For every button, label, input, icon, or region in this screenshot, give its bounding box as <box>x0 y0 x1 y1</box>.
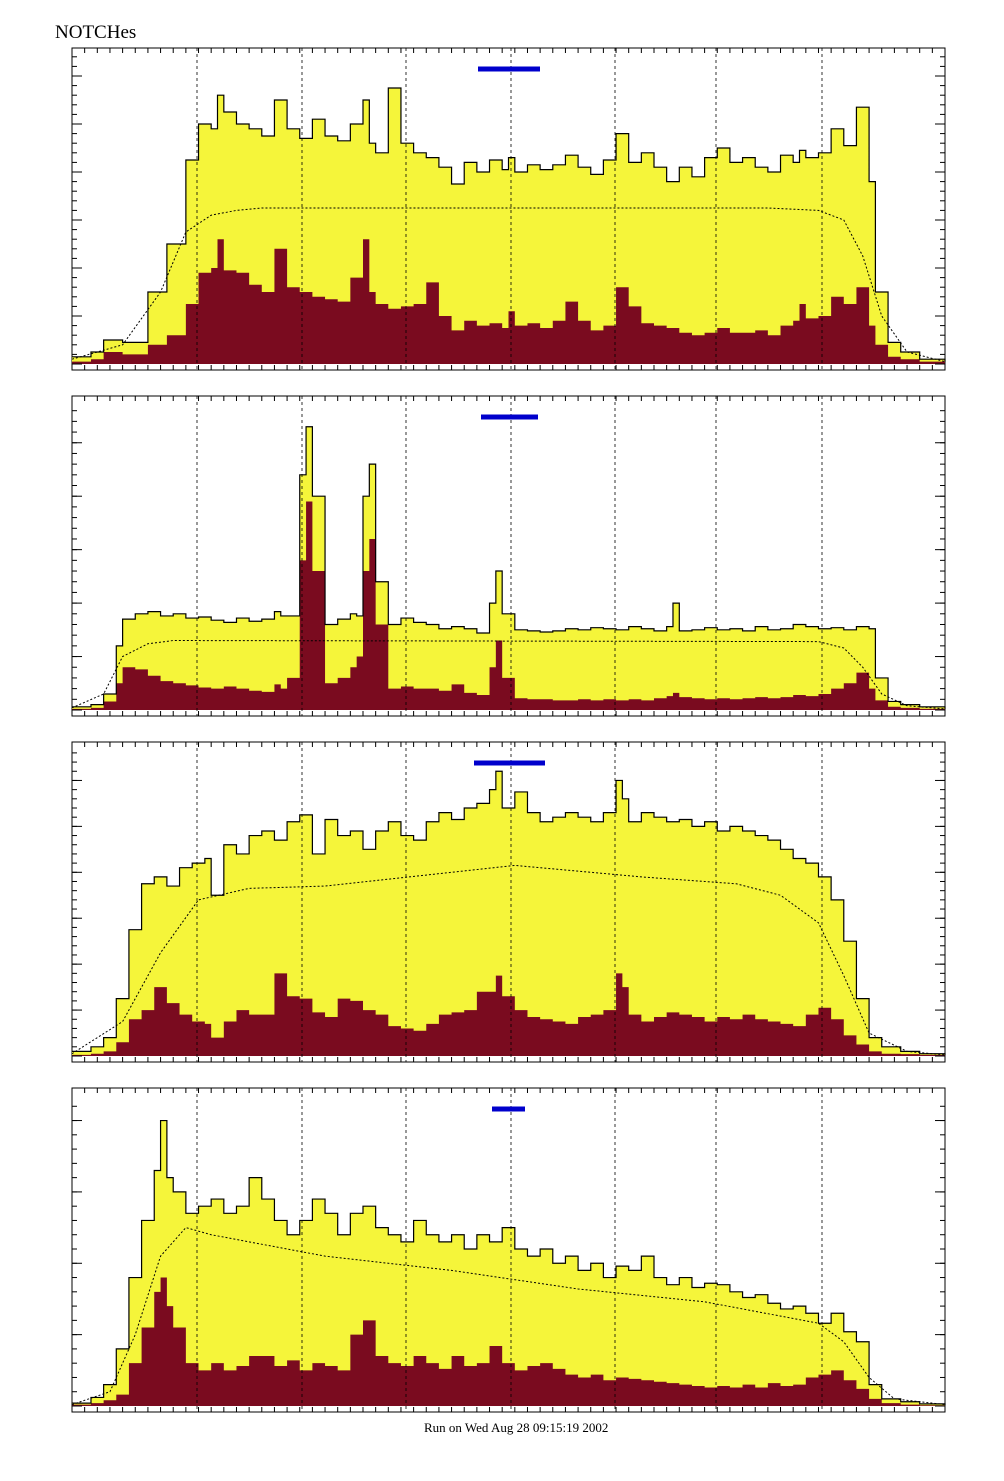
total-counts-area <box>72 1120 945 1406</box>
run-timestamp: Run on Wed Aug 28 09:15:19 2002 <box>424 1420 608 1435</box>
mean-curve <box>71 207 946 363</box>
peak-counts-area <box>72 501 945 710</box>
chart-panel-3 <box>71 741 946 1063</box>
total-counts-outline <box>72 770 946 1055</box>
peak-counts-area <box>72 973 945 1056</box>
mean-curve <box>71 1227 946 1406</box>
total-counts-area <box>72 426 945 710</box>
chart-panel-1 <box>71 47 946 371</box>
mean-curve <box>71 864 946 1056</box>
peak-counts-area <box>72 239 945 364</box>
total-counts-outline <box>72 87 946 362</box>
chart-panel-2 <box>71 395 946 717</box>
total-counts-outline <box>72 1119 946 1406</box>
chart-panel-4 <box>71 1087 946 1413</box>
total-counts-outline <box>72 426 946 709</box>
total-counts-area <box>72 771 945 1056</box>
peak-counts-area <box>72 1277 945 1406</box>
notches-label: NOTCHes <box>55 22 136 43</box>
chart-panels <box>71 47 946 1413</box>
